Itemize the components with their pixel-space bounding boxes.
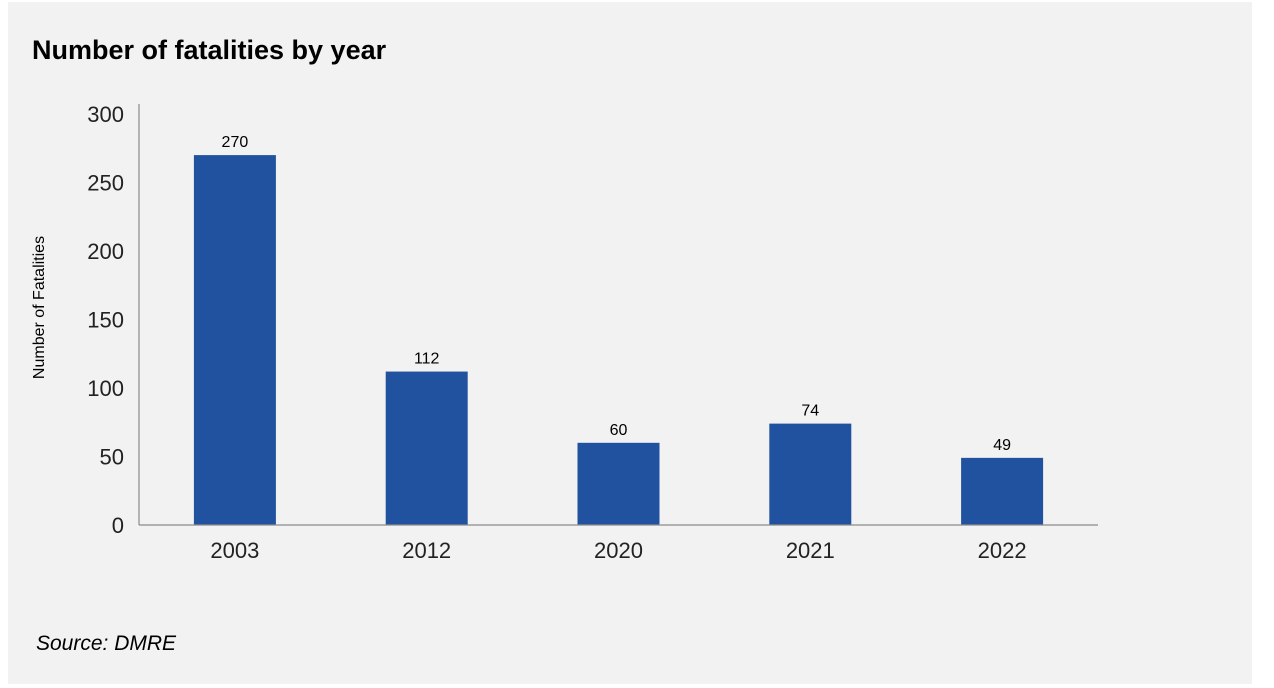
x-tick-label-2021: 2021 bbox=[786, 538, 835, 563]
data-labels: 270 112 60 74 49 bbox=[222, 134, 1012, 454]
y-tick-label: 100 bbox=[87, 376, 124, 401]
x-axis-ticks: 2003 2012 2020 2021 2022 bbox=[210, 538, 1026, 563]
data-label-2021: 74 bbox=[801, 403, 819, 420]
data-label-2003: 270 bbox=[222, 134, 249, 151]
y-tick-label: 0 bbox=[112, 513, 124, 538]
bar-2020 bbox=[577, 442, 660, 525]
x-tick-label-2020: 2020 bbox=[594, 538, 643, 563]
y-tick-label: 150 bbox=[87, 308, 124, 333]
x-tick-label-2022: 2022 bbox=[978, 538, 1027, 563]
source-note: Source: DMRE bbox=[36, 632, 177, 655]
y-tick-label: 300 bbox=[87, 102, 124, 127]
chart-title: Number of fatalities by year bbox=[32, 35, 387, 65]
y-tick-label: 250 bbox=[87, 171, 124, 196]
data-label-2012: 112 bbox=[414, 351, 440, 368]
y-tick-label: 200 bbox=[87, 239, 124, 264]
bar-2012 bbox=[385, 371, 468, 525]
bar-2022 bbox=[961, 457, 1044, 525]
y-axis-ticks: 0 50 100 150 200 250 300 bbox=[87, 102, 124, 538]
y-tick-label: 50 bbox=[100, 445, 124, 470]
x-tick-label-2003: 2003 bbox=[210, 538, 259, 563]
x-tick-label-2012: 2012 bbox=[402, 538, 451, 563]
bars bbox=[193, 155, 1044, 525]
bar-2003 bbox=[193, 155, 276, 525]
y-axis-title: Number of Fatalities bbox=[31, 236, 48, 379]
bar-2021 bbox=[769, 423, 852, 525]
data-label-2022: 49 bbox=[993, 437, 1011, 454]
data-label-2020: 60 bbox=[610, 422, 628, 439]
